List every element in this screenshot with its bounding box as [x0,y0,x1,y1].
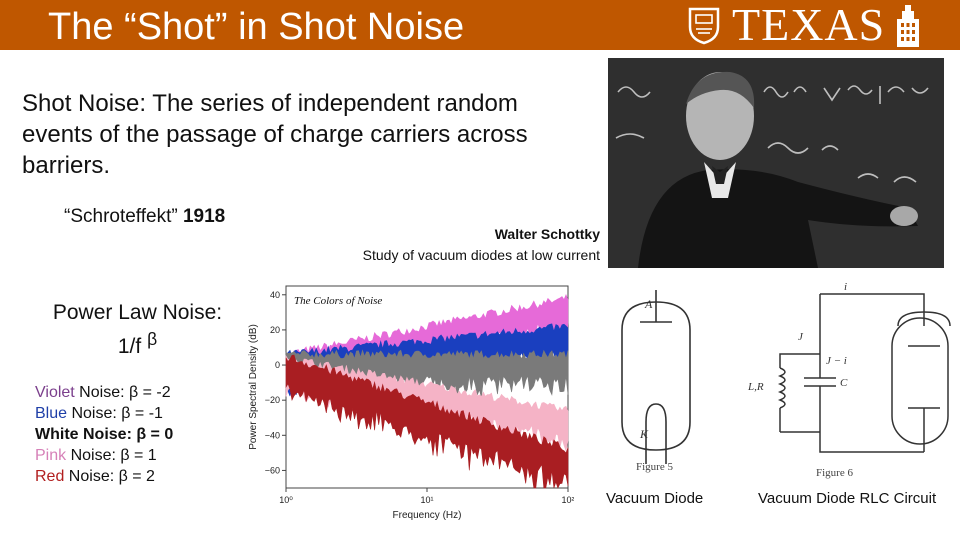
power-law-formula: 1/f β [30,326,245,360]
title-bar: The “Shot” in Shot Noise TEXAS [0,0,960,50]
noise-color-word: Blue [35,405,68,422]
noise-spectrum-plot: 40 20 0 −20 −40 −60 10⁰ 10¹ 10² The Colors of Noi… [248,285,575,521]
y-tick-label: 0 [275,360,280,370]
noise-color-word: Pink [35,447,67,464]
shot-noise-definition: Shot Noise: The series of independent ra… [22,90,528,179]
diode-envelope [621,301,691,451]
noise-type-item: Pink Noise: β = 1 [35,445,173,466]
ut-texas-logo: TEXAS [684,2,923,48]
rlc-label-lr: L,R [747,381,764,393]
rlc-label-c: C [840,377,848,389]
x-tick-label: 10¹ [420,495,433,505]
schottky-photo [608,58,944,268]
noise-beta-value: Noise: β = 1 [66,447,157,464]
y-tick-label: −20 [265,395,280,405]
noise-type-list: Violet Noise: β = -2 Blue Noise: β = -1 Wh… [35,382,173,487]
x-tick-label: 10⁰ [279,495,293,505]
rlc-circuit-figure: i J J − i L,R C Figure 6 [744,281,952,482]
noise-beta-value: Noise: β = -2 [74,384,171,401]
diode-figure-number: Figure 5 [636,461,673,473]
slide-title: The “Shot” in Shot Noise [48,6,465,48]
colors-of-noise-chart: 40 20 0 −20 −40 −60 10⁰ 10¹ 10² The Colors of Noi… [244,276,575,521]
power-law-title: Power Law Noise: [52,301,223,324]
noise-beta-value: Noise: β = -1 [67,405,163,422]
noise-color-word: Red [35,468,65,485]
noise-type-item: White Noise: β = 0 [35,424,173,445]
seal-icon [688,7,720,45]
schroteffekt-line: “Schroteffekt” 1918 [64,206,225,228]
rlc-figure-number: Figure 6 [816,467,853,479]
noise-type-item: Violet Noise: β = -2 [35,382,173,403]
x-tick-label: 10² [561,495,574,505]
rlc-label-j-minus-i: J − i [826,355,847,367]
power-law-heading: Power Law Noise: 1/f β [30,300,245,360]
y-tick-label: 40 [270,290,280,300]
logo-wordmark: TEXAS [732,0,886,50]
power-law-exponent: β [147,329,158,349]
rlc-caption: Vacuum Diode RLC Circuit [758,490,937,507]
rlc-label-j: J [798,331,804,343]
schroteffekt-year: 1918 [182,206,226,227]
rlc-label-i: i [844,282,847,293]
diode-label-k: K [639,427,649,441]
noise-color-word: Violet [35,384,75,401]
photo-caption-description: Study of vacuum diodes at low current [362,247,600,263]
tower-icon [897,5,920,47]
noise-series-4 [285,354,569,489]
y-axis-label: Power Spectral Density (dB) [248,324,259,450]
noise-beta-value: Noise: β = 0 [78,426,174,443]
noise-beta-value: Noise: β = 2 [64,468,155,485]
noise-color-word: White [35,426,79,443]
y-tick-label: −40 [265,430,280,440]
diode-label-a: A [644,297,653,311]
y-tick-label: −60 [265,465,280,475]
x-axis-label: Frequency (Hz) [393,510,462,520]
noise-type-item: Red Noise: β = 2 [35,466,173,487]
vacuum-diode-figure: A K Figure 5 [600,282,720,482]
y-tick-label: 20 [270,325,280,335]
chart-title: The Colors of Noise [294,295,382,307]
photo-caption-name: Walter Schottky [494,226,600,242]
diode-caption: Vacuum Diode [606,490,704,507]
noise-type-item: Blue Noise: β = -1 [35,403,173,424]
power-law-base: 1/f [117,335,142,358]
schroteffekt-term: “Schroteffekt” [64,206,178,227]
